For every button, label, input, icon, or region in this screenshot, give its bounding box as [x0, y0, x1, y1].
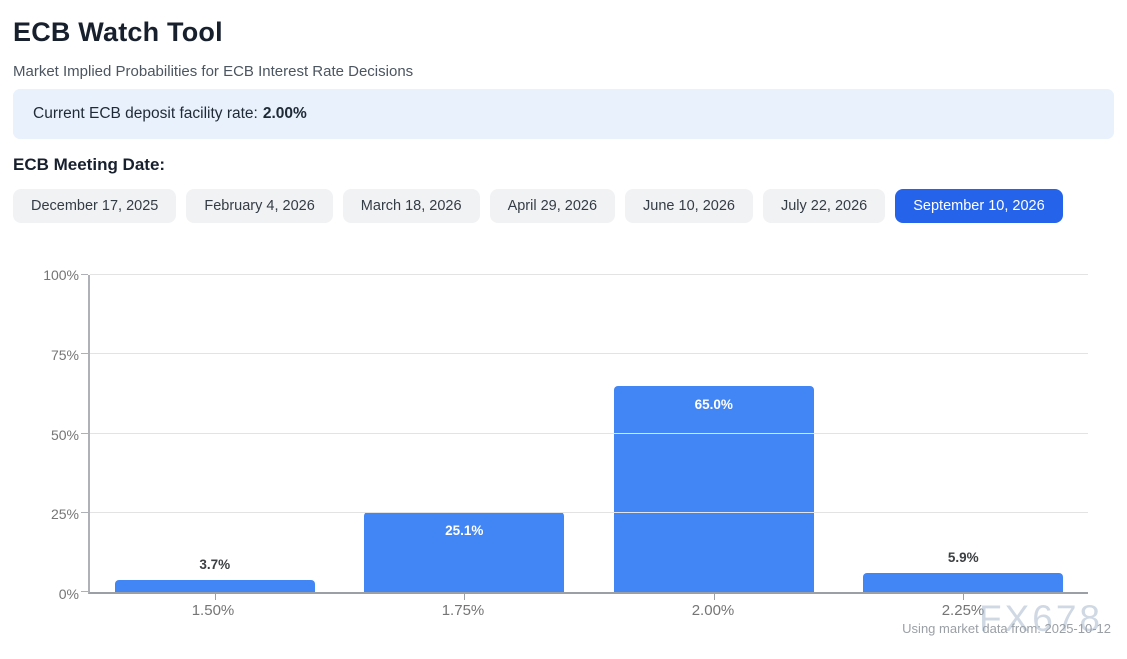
meeting-date-option[interactable]: February 4, 2026 — [186, 189, 333, 223]
x-axis-label: 1.75% — [441, 602, 485, 619]
bar-value-label: 25.1% — [445, 523, 484, 539]
plot-area: 3.7% 25.1% 65.0% 5.9% — [81, 274, 1089, 600]
gridline — [90, 511, 1088, 513]
y-axis: 0% 25% 50% 75% 100% — [13, 267, 88, 602]
gridline — [90, 353, 1088, 355]
bar: 25.1% — [364, 512, 565, 592]
gridline — [90, 274, 1088, 275]
bar: 65.0% — [613, 385, 814, 592]
y-axis-label: 100% — [43, 267, 79, 283]
x-axis-label: 2.00% — [691, 602, 735, 619]
y-axis-label: 0% — [58, 586, 79, 602]
x-axis: 1.50% 1.75% 2.00% 2.25% — [88, 594, 1088, 619]
meeting-date-option[interactable]: March 18, 2026 — [342, 189, 480, 223]
bar-value-label: 3.7% — [199, 557, 231, 573]
x-axis-label: 1.50% — [191, 602, 235, 619]
meeting-date-option[interactable]: June 10, 2026 — [625, 189, 753, 223]
source-note: Using market data from: 2025-10-12 — [902, 621, 1111, 636]
y-axis-tick — [81, 591, 88, 592]
page-subtitle: Market Implied Probabilities for ECB Int… — [13, 63, 414, 80]
watermark: FX678 — [978, 598, 1103, 639]
bar: 5.9% — [863, 550, 1064, 592]
gridline — [90, 432, 1088, 434]
meeting-date-heading: ECB Meeting Date: — [13, 155, 166, 174]
meeting-date-option[interactable]: September 10, 2026 — [895, 189, 1063, 223]
bar-slot: 25.1% — [340, 275, 590, 600]
current-rate-label: Current ECB deposit facility rate: — [33, 105, 258, 122]
y-axis-label: 75% — [50, 346, 79, 363]
x-axis-tick — [963, 594, 965, 600]
page-title: ECB Watch Tool — [13, 17, 223, 47]
x-axis-tick — [214, 594, 216, 600]
y-axis-label: 25% — [50, 506, 79, 523]
y-axis-label: 50% — [50, 426, 79, 443]
meeting-date-option[interactable]: July 22, 2026 — [762, 189, 886, 223]
x-axis-label: 2.25% — [941, 602, 985, 619]
bar-slot: 3.7% — [90, 275, 340, 600]
y-axis-tick — [81, 274, 88, 275]
meeting-date-options: December 17, 2025 February 4, 2026 March 1… — [13, 189, 1114, 223]
bar-slot: 5.9% — [839, 275, 1089, 600]
bar: 3.7% — [114, 557, 315, 592]
y-axis-tick — [81, 353, 88, 355]
probability-chart: 0% 25% 50% 75% 100% 3.7% 25.1% 65.0% 5.9% 1.50%… — [13, 267, 1089, 619]
y-axis-tick — [81, 511, 88, 513]
meeting-date-option[interactable]: April 29, 2026 — [489, 189, 616, 223]
meeting-date-option[interactable]: December 17, 2025 — [13, 189, 177, 223]
current-rate-banner: Current ECB deposit facility rate: 2.00% — [13, 89, 1114, 139]
y-axis-tick — [81, 432, 88, 434]
bar-slot: 65.0% — [589, 275, 839, 600]
current-rate-value: 2.00% — [262, 105, 307, 122]
bar-value-label: 65.0% — [694, 396, 733, 412]
x-axis-tick — [464, 594, 466, 600]
bars-container: 3.7% 25.1% 65.0% 5.9% — [90, 275, 1089, 600]
x-axis-tick — [713, 594, 715, 600]
bar-value-label: 5.9% — [947, 550, 979, 566]
